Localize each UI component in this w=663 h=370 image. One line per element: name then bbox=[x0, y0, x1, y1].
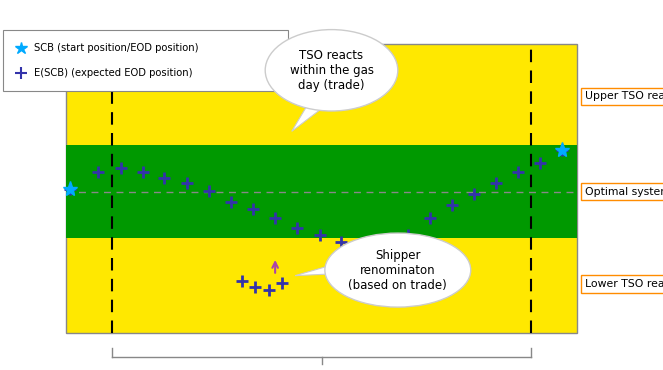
Ellipse shape bbox=[265, 30, 398, 111]
FancyBboxPatch shape bbox=[3, 30, 288, 91]
Text: SCB (start position/EOD position): SCB (start position/EOD position) bbox=[34, 43, 199, 53]
Text: E(SCB) (expected EOD position): E(SCB) (expected EOD position) bbox=[34, 68, 193, 78]
FancyBboxPatch shape bbox=[66, 44, 577, 333]
Text: Lower TSO reaction zone: Lower TSO reaction zone bbox=[585, 279, 663, 289]
Text: Shipper
renominaton
(based on trade): Shipper renominaton (based on trade) bbox=[349, 249, 447, 292]
Polygon shape bbox=[295, 265, 335, 276]
Text: Optimal system balance: Optimal system balance bbox=[585, 186, 663, 196]
Text: TSO reacts
within the gas
day (trade): TSO reacts within the gas day (trade) bbox=[290, 49, 373, 92]
Ellipse shape bbox=[325, 233, 471, 307]
Text: Upper TSO reaction zone: Upper TSO reaction zone bbox=[585, 91, 663, 101]
FancyBboxPatch shape bbox=[66, 145, 577, 238]
Polygon shape bbox=[292, 104, 328, 131]
